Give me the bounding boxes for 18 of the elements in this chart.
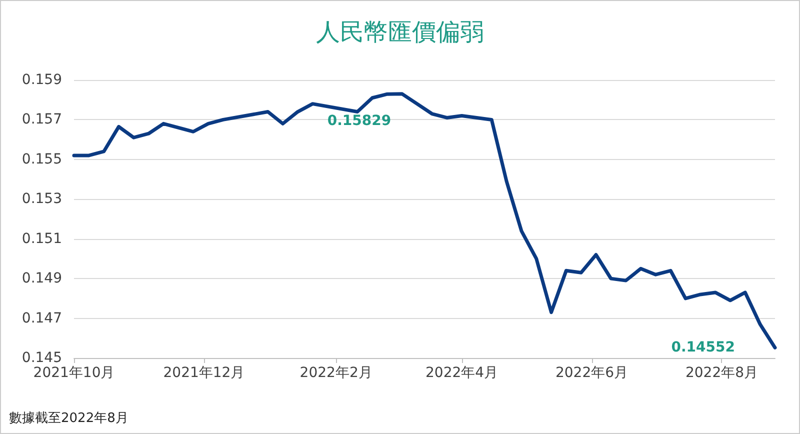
annotation: 0.14552 <box>671 340 735 356</box>
x-tick-label: 2022年4月 <box>426 365 498 381</box>
x-tick-label: 2021年10月 <box>33 365 115 381</box>
y-tick-label: 0.155 <box>22 151 62 168</box>
y-tick-label: 0.147 <box>22 310 62 326</box>
annotation: 0.15829 <box>327 113 392 130</box>
y-tick-label: 0.153 <box>22 191 62 208</box>
text: 數據截至2022年8月 <box>9 411 128 426</box>
y-tick-label: 0.149 <box>22 270 62 287</box>
y-tick-label: 0.157 <box>22 112 62 128</box>
x-tick-label: 2022年2月 <box>300 365 372 381</box>
x-tick-label: 2021年12月 <box>163 365 245 381</box>
y-tick-label: 0.145 <box>22 350 62 366</box>
x-tick-label: 2022年8月 <box>685 365 758 381</box>
y-tick-label: 0.159 <box>22 72 62 88</box>
x-tick-label: 2022年6月 <box>555 365 628 381</box>
y-tick-label: 0.151 <box>22 230 62 247</box>
chart-title: 人民幣匯價偏弱 <box>316 18 484 46</box>
